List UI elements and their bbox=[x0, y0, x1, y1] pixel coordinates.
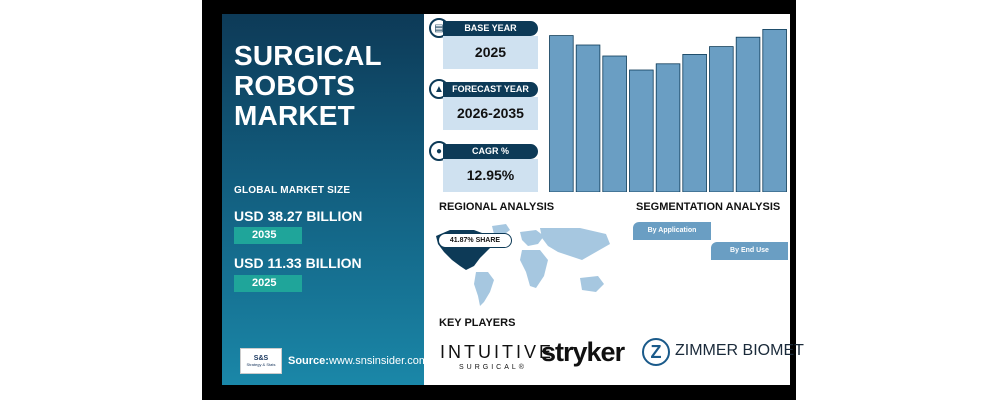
map-africa bbox=[520, 250, 548, 288]
bar-chart bbox=[549, 28, 787, 192]
bar-3 bbox=[602, 55, 627, 192]
bar-5 bbox=[655, 63, 681, 192]
map-asia bbox=[540, 228, 610, 260]
bar-6 bbox=[682, 54, 707, 192]
logo-line-1: S&S bbox=[253, 355, 269, 362]
segmentation-analysis-title: SEGMENTATION ANALYSIS bbox=[636, 201, 781, 213]
map-australia bbox=[580, 276, 604, 292]
stryker-logo-text: stryker bbox=[541, 337, 625, 367]
bar-4 bbox=[629, 69, 654, 192]
logo-line-2: Strategy & Stats bbox=[246, 362, 276, 367]
market-value-2035: USD 38.27 BILLION bbox=[234, 208, 363, 224]
global-market-size-label: GLOBAL MARKET SIZE bbox=[234, 185, 351, 196]
base-year-value: 2025 bbox=[443, 36, 538, 69]
bar-7 bbox=[709, 46, 734, 192]
forecast-year-value: 2026-2035 bbox=[443, 97, 538, 130]
title-line-2: ROBOTS bbox=[234, 70, 355, 101]
page-title: SURGICAL ROBOTS MARKET bbox=[234, 41, 382, 131]
source-label: Source: bbox=[288, 355, 329, 367]
frame-top bbox=[202, 0, 796, 14]
intuitive-logo-text: INTUITIVE bbox=[440, 342, 555, 362]
bar-1 bbox=[549, 35, 574, 192]
map-europe bbox=[520, 230, 544, 246]
forecast-year-label: FORECAST YEAR bbox=[443, 82, 538, 97]
key-players-title: KEY PLAYERS bbox=[439, 317, 516, 329]
bar-2 bbox=[575, 44, 601, 192]
segment-by-application[interactable]: By Application bbox=[633, 222, 711, 240]
base-year-label: BASE YEAR bbox=[443, 21, 538, 36]
source-url[interactable]: www.snsinsider.com bbox=[328, 355, 429, 367]
source: S&S Strategy & Stats Source: www.snsinsi… bbox=[240, 348, 428, 374]
left-panel: SURGICAL ROBOTS MARKET GLOBAL MARKET SIZ… bbox=[222, 14, 428, 385]
map-south-america bbox=[474, 272, 494, 306]
cagr-label: CAGR % bbox=[443, 144, 538, 159]
frame-bottom bbox=[202, 385, 796, 400]
title-line-3: MARKET bbox=[234, 100, 355, 131]
regional-analysis-title: REGIONAL ANALYSIS bbox=[439, 201, 555, 213]
title-line-1: SURGICAL bbox=[234, 40, 382, 71]
frame-left bbox=[202, 0, 222, 400]
bar-8 bbox=[735, 36, 761, 192]
sns-logo: S&S Strategy & Stats bbox=[240, 348, 282, 374]
share-badge: 41.87% SHARE bbox=[438, 233, 512, 248]
frame-right bbox=[790, 0, 796, 400]
market-value-2025: USD 11.33 BILLION bbox=[234, 255, 362, 271]
bar-9 bbox=[762, 28, 787, 192]
segment-by-end-use[interactable]: By End Use bbox=[711, 242, 788, 260]
zimmer-biomet-logo-text: ZIMMER BIOMET bbox=[675, 342, 804, 359]
zimmer-biomet-icon: Z bbox=[642, 338, 670, 366]
intuitive-logo-subtext: SURGICAL® bbox=[459, 364, 527, 371]
year-badge-2035: 2035 bbox=[234, 227, 302, 244]
year-badge-2025: 2025 bbox=[234, 275, 302, 292]
cagr-value: 12.95% bbox=[443, 159, 538, 192]
